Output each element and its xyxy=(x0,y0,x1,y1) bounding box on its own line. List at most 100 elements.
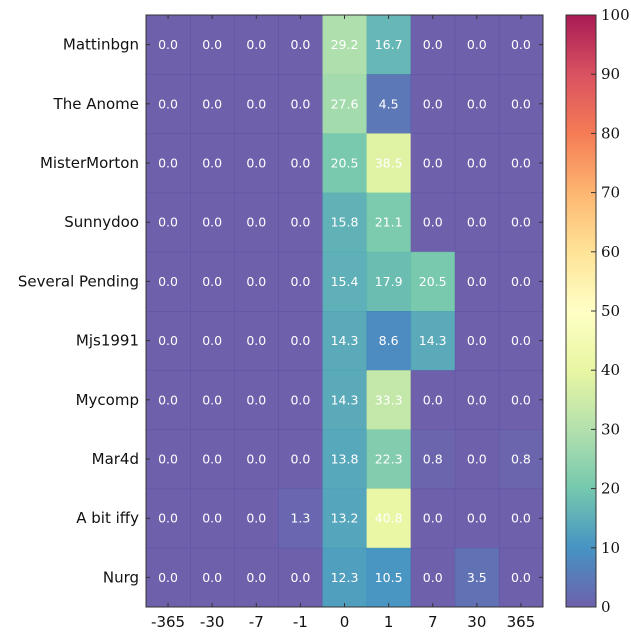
row-label: Mjs1991 xyxy=(76,332,139,350)
heatmap-cell xyxy=(454,488,500,549)
heatmap-cell xyxy=(366,311,412,371)
heatmap-cell xyxy=(190,488,235,549)
heatmap-cell xyxy=(498,251,544,312)
row-labels: Mattinbgn The Anome MisterMorton Sunnydoo Se… xyxy=(18,36,543,586)
heatmap-cell xyxy=(278,311,323,371)
heatmap-cell xyxy=(366,488,412,549)
cell-value-label: 0.0 xyxy=(467,96,487,111)
cell-value-label: 0.0 xyxy=(467,511,487,526)
cell-value-label: 0.0 xyxy=(290,37,310,52)
heatmap-cell xyxy=(190,74,235,134)
heatmap-cell xyxy=(322,74,368,134)
cell-value-label: 0.0 xyxy=(246,570,266,585)
cell-value-label: 0.0 xyxy=(158,392,178,407)
heatmap-cell xyxy=(146,488,191,549)
colorbar-tick-label: 10 xyxy=(601,539,620,557)
cell-value-label: 16.7 xyxy=(375,37,403,52)
cell-value-label: 0.0 xyxy=(511,37,531,52)
heatmap-cell xyxy=(410,192,456,253)
cell-value-label: 0.0 xyxy=(423,511,443,526)
heatmap-cell xyxy=(366,429,412,490)
heatmap-cell xyxy=(454,311,500,371)
heatmap-cell xyxy=(234,429,279,490)
cell-value-label: 17.9 xyxy=(375,274,403,289)
cell-value-label: 0.0 xyxy=(511,96,531,111)
cell-value-label: 0.0 xyxy=(158,452,178,467)
column-label: -1 xyxy=(293,613,308,631)
cell-value-label: 10.5 xyxy=(375,570,403,585)
row-label: The Anome xyxy=(53,95,139,113)
heatmap-cell xyxy=(146,429,191,490)
heatmap-cell xyxy=(322,370,368,430)
heatmap-cell xyxy=(278,370,323,430)
cell-value-label: 20.5 xyxy=(419,274,447,289)
cell-value-label: 20.5 xyxy=(331,156,359,171)
cell-value-label: 14.3 xyxy=(331,392,359,407)
cell-value-label: 0.0 xyxy=(467,392,487,407)
colorbar-tick-label: 80 xyxy=(601,124,620,142)
heatmap-cell xyxy=(278,429,323,490)
heatmap-cell xyxy=(498,488,544,549)
cell-value-label: 0.0 xyxy=(158,96,178,111)
row-label: MisterMorton xyxy=(40,154,139,172)
heatmap-cell xyxy=(190,370,235,430)
cell-value-label: 0.0 xyxy=(202,274,222,289)
heatmap-cell xyxy=(234,74,279,134)
heatmap-cell xyxy=(190,251,235,312)
cell-value-label: 0.0 xyxy=(246,274,266,289)
cell-value-label: 0.0 xyxy=(158,274,178,289)
heatmap-cell xyxy=(322,133,368,194)
heatmap-cell xyxy=(234,251,279,312)
cell-value-label: 0.0 xyxy=(467,37,487,52)
cell-value-label: 0.0 xyxy=(423,215,443,230)
cell-value-label: 0.0 xyxy=(290,333,310,348)
cell-value-label: 38.5 xyxy=(375,156,403,171)
heatmap-cell xyxy=(454,370,500,430)
heatmap-cell xyxy=(498,74,544,134)
cell-value-label: 0.0 xyxy=(246,215,266,230)
row-label: Sunnydoo xyxy=(64,213,139,231)
cell-value-label: 0.0 xyxy=(467,333,487,348)
heatmap-cell xyxy=(410,15,456,75)
heatmap-cell xyxy=(322,429,368,490)
cell-value-label: 4.5 xyxy=(379,96,399,111)
colorbar-tick-label: 70 xyxy=(601,184,620,202)
heatmap-cell-labels: 0.0 0.0 0.0 0.0 29.2 16.7 0.0 0.0 0.0 0.0 0.0 0.0 0.… xyxy=(158,37,531,585)
colorbar-tick-label: 20 xyxy=(601,480,620,498)
heatmap-cell xyxy=(454,429,500,490)
column-label: 0 xyxy=(340,613,350,631)
heatmap-cell xyxy=(146,192,191,253)
heatmap-cell xyxy=(498,370,544,430)
heatmap-cell xyxy=(190,429,235,490)
heatmap-cell xyxy=(322,15,368,75)
cell-value-label: 0.0 xyxy=(511,333,531,348)
heatmap-cell xyxy=(234,311,279,371)
heatmap-cell xyxy=(410,488,456,549)
cell-value-label: 8.6 xyxy=(379,333,399,348)
heatmap-cell xyxy=(146,547,191,608)
cell-value-label: 0.0 xyxy=(511,570,531,585)
heatmap-cell xyxy=(410,251,456,312)
cell-value-label: 0.0 xyxy=(423,392,443,407)
heatmap-cell xyxy=(366,15,412,75)
cell-value-label: 33.3 xyxy=(375,392,403,407)
cell-value-label: 13.8 xyxy=(331,452,359,467)
cell-value-label: 0.0 xyxy=(158,570,178,585)
heatmap-cell xyxy=(322,192,368,253)
heatmap-cell xyxy=(366,251,412,312)
heatmap-cell xyxy=(366,133,412,194)
cell-value-label: 0.0 xyxy=(290,215,310,230)
heatmap-cell xyxy=(190,547,235,608)
cell-value-label: 14.3 xyxy=(419,333,447,348)
column-label: -30 xyxy=(200,613,225,631)
column-label: -7 xyxy=(249,613,264,631)
heatmap-cell xyxy=(454,251,500,312)
cell-value-label: 0.0 xyxy=(467,156,487,171)
heatmap-cell xyxy=(278,74,323,134)
heatmap-cell xyxy=(322,488,368,549)
cell-value-label: 0.0 xyxy=(246,37,266,52)
heatmap-cell xyxy=(234,370,279,430)
colorbar-tick-label: 90 xyxy=(601,65,620,83)
cell-value-label: 0.0 xyxy=(202,96,222,111)
